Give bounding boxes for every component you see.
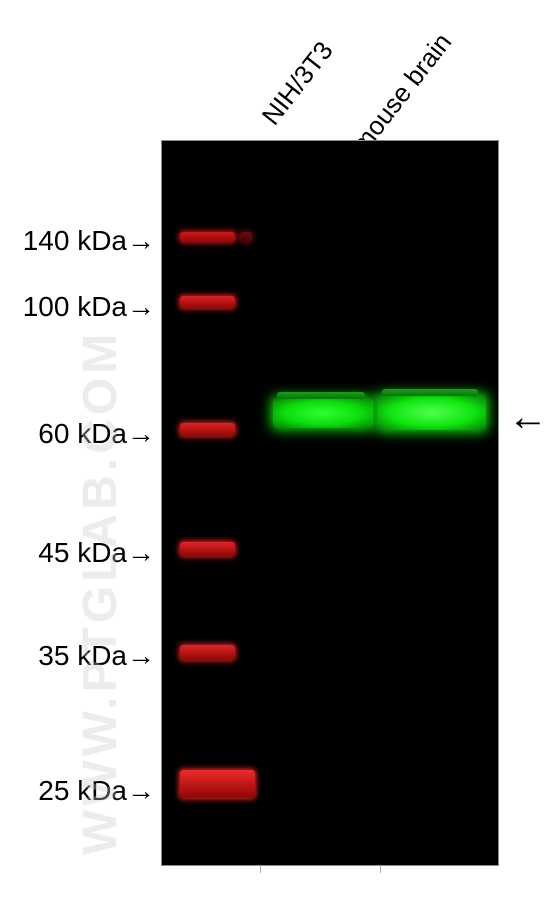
sample-band [273,398,373,428]
ladder-band [240,232,252,242]
marker-label: 140 kDa→ [23,225,155,257]
lane-divider [260,865,261,873]
sample-band-upper [382,389,478,396]
lane-label-1: NIH/3T3 [256,36,340,131]
marker-label: 100 kDa→ [23,291,155,323]
ladder-band [180,542,235,556]
ladder-band [180,770,255,798]
ladder-band [180,296,235,308]
sample-band-upper [277,392,365,399]
sample-band [378,395,486,430]
lane-divider [380,865,381,873]
ladder-band [180,423,235,436]
band-arrow-icon: ← [508,395,548,440]
ladder-band [180,645,235,660]
blot-membrane [161,140,499,866]
watermark-text: WWW.PTGLAB.COM [73,330,128,855]
figure-container: NIH/3T3 mouse brain 140 kDa→100 kDa→60 k… [0,0,560,903]
ladder-band [180,232,235,242]
